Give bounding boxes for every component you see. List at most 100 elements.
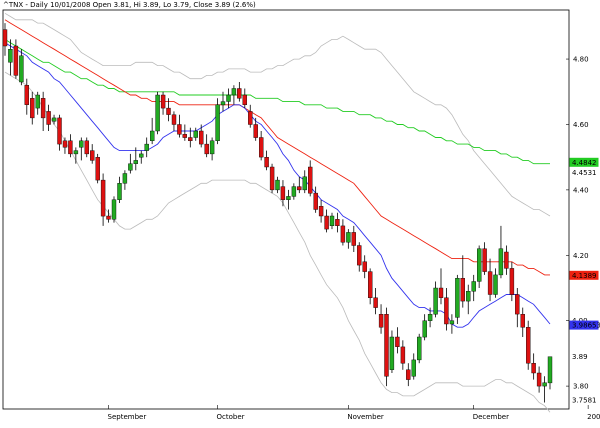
candle (275, 176, 280, 194)
candle-body (444, 297, 449, 325)
ma200-line (4, 39, 550, 165)
candle (346, 229, 351, 249)
y-tick-label: 4.40 (573, 186, 589, 194)
candle (144, 137, 149, 158)
candle-body (504, 251, 509, 269)
candle-body (466, 291, 471, 302)
ma20-line (4, 42, 551, 328)
candle (68, 134, 73, 158)
candle-body (509, 268, 515, 295)
y-tick-label: 4.60 (573, 121, 589, 129)
candle (100, 173, 106, 226)
candle-body (215, 104, 220, 142)
x-tick-label: October (217, 413, 245, 421)
candle (264, 150, 269, 171)
candle-body (477, 248, 482, 282)
candle (335, 212, 340, 233)
candle (40, 91, 46, 131)
candle (122, 170, 128, 190)
candle-body (400, 346, 406, 364)
price-tag-box (569, 270, 599, 280)
candle (30, 91, 35, 125)
candle-body (242, 94, 248, 106)
price-tag-box (569, 320, 599, 330)
candle (160, 91, 166, 115)
candle-body (449, 320, 455, 325)
candle-body (8, 49, 13, 63)
candle-body (542, 382, 547, 387)
candle (547, 356, 553, 390)
candle (84, 137, 90, 158)
candle (477, 245, 482, 288)
bollinger-lower-line (4, 71, 551, 413)
candle (504, 245, 509, 275)
candle (531, 353, 536, 380)
candle-body (378, 314, 384, 328)
bollinger-upper-line (4, 12, 551, 217)
candle-body (269, 166, 275, 191)
candle-body (89, 150, 95, 161)
candle-body (144, 143, 149, 151)
candle-body (139, 153, 144, 158)
candle-body (297, 186, 302, 191)
candle-body (335, 219, 340, 227)
price-tag-box (569, 157, 599, 167)
candle-body (209, 140, 215, 155)
candle (139, 150, 144, 164)
candle (526, 320, 531, 370)
candle-body (417, 336, 422, 361)
candle (493, 268, 498, 298)
candle-body (198, 130, 204, 145)
candle-body (51, 117, 57, 122)
candle-body (231, 88, 237, 96)
candle-body (133, 160, 139, 164)
candle-body (373, 297, 378, 308)
candle (509, 261, 515, 302)
candle (351, 225, 356, 252)
x-axis: September October November December 2008 (108, 405, 600, 421)
candle (362, 255, 367, 279)
candle-body (57, 117, 62, 145)
candle-body (166, 107, 171, 115)
candle-body (46, 111, 51, 125)
candle-body (487, 271, 493, 295)
candle (411, 353, 416, 380)
candle (89, 144, 95, 164)
candle-body (160, 94, 166, 109)
candle (433, 281, 438, 318)
candle-body (280, 186, 286, 200)
candle-body (248, 111, 253, 125)
candle (384, 307, 389, 387)
candle (308, 160, 313, 197)
candle-body (106, 215, 111, 220)
candle (46, 104, 51, 131)
candle-body (308, 166, 313, 194)
candle-body (498, 248, 504, 276)
candle-body (259, 137, 264, 158)
candle (237, 82, 242, 102)
candle-body (253, 124, 258, 138)
candle-body (73, 150, 79, 155)
candle-body (520, 314, 525, 328)
candle-body (368, 271, 373, 299)
candle (297, 176, 302, 194)
candle (466, 284, 471, 315)
candle (193, 127, 199, 141)
price-tag-label: 3.98653 (572, 322, 600, 330)
candle (19, 49, 24, 86)
candle-body (313, 192, 318, 210)
candle (171, 111, 177, 131)
candle (368, 268, 373, 305)
candle (209, 137, 215, 161)
candle (24, 78, 29, 115)
candle (73, 147, 79, 164)
candle-body (536, 372, 542, 387)
candle-body (100, 179, 106, 217)
candle-body (40, 98, 46, 119)
plot-frame (2, 9, 570, 410)
candle-body (455, 278, 460, 318)
candle (427, 307, 433, 328)
candle (149, 117, 155, 145)
candle-body (79, 140, 84, 148)
candle-body (111, 199, 117, 220)
